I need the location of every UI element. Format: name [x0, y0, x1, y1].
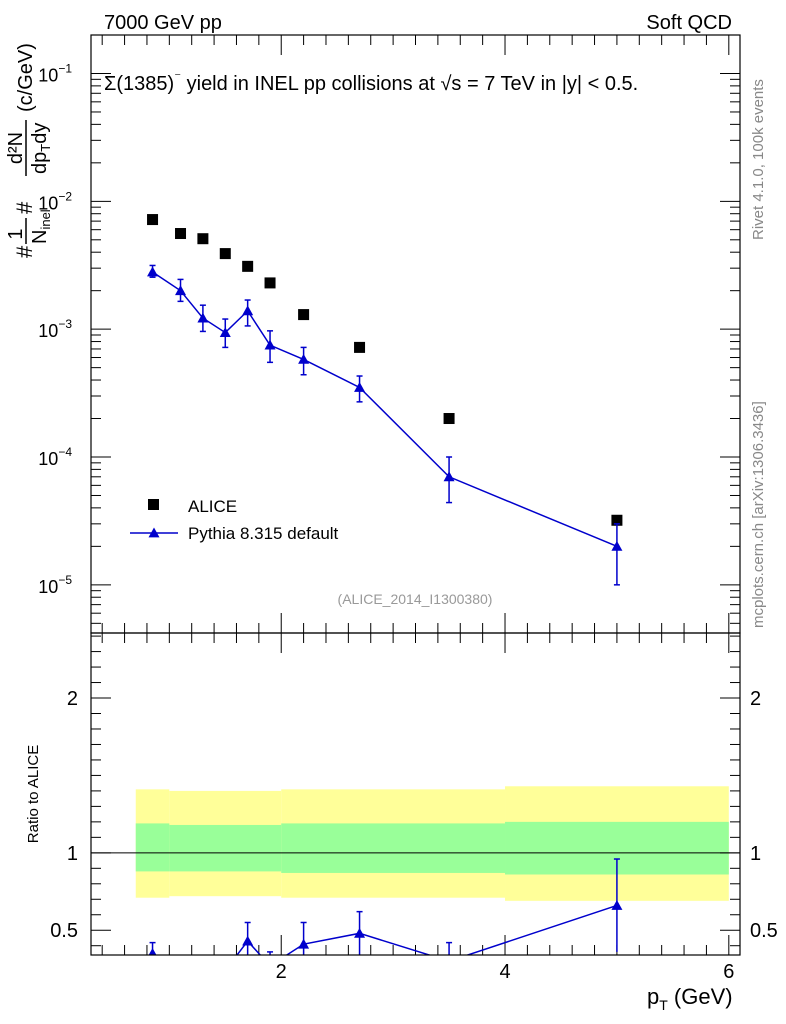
legend: ALICE Pythia 8.315 default [130, 497, 339, 543]
ratio-y-tick-label-right: 1 [750, 843, 761, 865]
legend-pythia-label: Pythia 8.315 default [188, 524, 339, 543]
legend-alice-marker [148, 499, 159, 510]
ratio-point [611, 899, 623, 910]
ratio-point [265, 960, 276, 970]
alice-point [611, 514, 623, 526]
ratio-uncertainty-bands [135, 786, 729, 901]
alice-point [354, 341, 366, 353]
band-stat [169, 824, 282, 872]
ratio-point [220, 965, 231, 975]
pythia-point [147, 266, 159, 277]
watermark: (ALICE_2014_I1300380) [338, 591, 493, 607]
main-ylabel: # 1 Ninel # d²N dpTdy (c/GeV) [5, 43, 53, 258]
pythia-point [443, 471, 455, 482]
pythia-point [264, 339, 276, 350]
alice-point [147, 214, 159, 226]
x-tick-label: 4 [499, 961, 510, 983]
ratio-y-tick-label-left: 1 [67, 843, 78, 865]
ratio-point [148, 947, 157, 955]
header-right: Soft QCD [646, 12, 732, 34]
title-body: yield in INEL pp collisions at [181, 73, 440, 95]
alice-point [242, 260, 254, 272]
ratio-ylabel: Ratio to ALICE [25, 745, 42, 843]
y-tick-label: 10−1 [38, 61, 72, 85]
ratio-axis-ticks: 0.5 0.5 1 1 2 2 2 4 6 [50, 633, 778, 983]
ratio-point [197, 968, 208, 978]
ylabel-frac2-den: dpTdy [29, 123, 53, 174]
pythia-point [197, 312, 209, 323]
ratio-y-tick-label-right: 2 [750, 688, 761, 710]
ratio-y-tick-label-right: 0.5 [750, 920, 778, 942]
title-tail: = 7 TeV in |y| < 0.5. [461, 73, 638, 95]
legend-alice-label: ALICE [188, 497, 237, 516]
pythia-point [354, 381, 366, 392]
alice-point [264, 277, 276, 289]
pythia-line [152, 271, 618, 548]
alice-point [197, 233, 209, 245]
side-site: mcplots.cern.ch [arXiv:1306.3436] [750, 401, 767, 628]
xlabel-main: p [647, 984, 659, 1009]
ratio-y-tick-label-left: 2 [67, 688, 78, 710]
y-tick-label: 10−5 [38, 573, 72, 597]
ratio-data-marks [148, 858, 623, 978]
ratio-point [298, 938, 310, 949]
band-stat [135, 823, 170, 872]
pythia-point [298, 353, 310, 364]
pythia-point [219, 327, 231, 337]
ratio-y-tick-label-left: 0.5 [50, 920, 78, 942]
pythia-point [611, 540, 623, 551]
ratio-point [242, 935, 254, 946]
plot-title: Σ(1385)⁻ yield in INEL pp collisions at … [104, 69, 638, 95]
x-tick-label: 6 [723, 961, 734, 983]
ylabel-hash2: # [12, 201, 37, 214]
header-left: 7000 GeV pp [104, 12, 222, 34]
ratio-plot-frame [90, 632, 741, 956]
xlabel-sub: T [659, 997, 668, 1013]
ratio-line [152, 904, 618, 955]
band-stat [281, 823, 506, 873]
y-tick-label: 10−4 [38, 445, 72, 469]
ratio-point [444, 956, 455, 966]
alice-point [219, 248, 231, 260]
main-plot-frame [90, 34, 741, 634]
ylabel-frac2-num: d²N [5, 132, 27, 164]
title-particle: Σ(1385) [104, 73, 174, 95]
main-data-marks [147, 214, 623, 586]
ylabel-frac1-den: Ninel [29, 209, 53, 244]
main-axis-ticks: 10−5 10−4 10−3 10−2 10−1 [38, 34, 740, 633]
legend-pythia-marker [148, 527, 160, 538]
ylabel-units: (c/GeV) [15, 43, 37, 112]
ylabel-frac1-num: 1 [5, 228, 27, 239]
x-axis-label: pT (GeV) [647, 984, 733, 1013]
title-charge: ⁻ [174, 69, 181, 84]
alice-point [443, 413, 455, 425]
y-tick-label: 10−2 [38, 189, 72, 213]
title-sqrt: √s [440, 73, 461, 95]
alice-point [298, 309, 310, 321]
pythia-point [175, 285, 187, 296]
y-tick-label: 10−3 [38, 317, 72, 341]
ylabel-hash1: # [12, 245, 37, 258]
x-tick-label: 2 [276, 961, 287, 983]
side-version: Rivet 4.1.0, 100k events [750, 79, 767, 240]
xlabel-units: (GeV) [668, 984, 733, 1009]
ratio-point [354, 927, 366, 938]
pythia-point [242, 305, 254, 316]
ratio-point [175, 967, 186, 977]
alice-point [175, 228, 187, 240]
